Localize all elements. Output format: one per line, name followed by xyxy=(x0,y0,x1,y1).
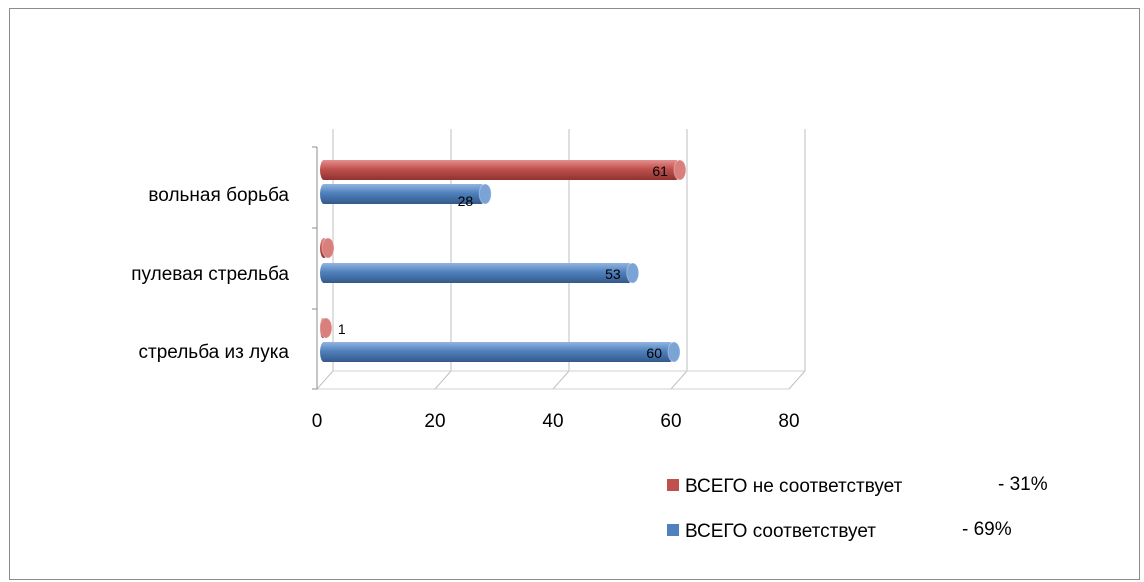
bar-end-cap xyxy=(478,183,492,205)
bar-end-cap xyxy=(321,237,335,259)
bar-end-cap xyxy=(673,159,687,181)
floor-gridline xyxy=(788,370,806,390)
bar-end-cap xyxy=(667,341,681,363)
legend-percent: - 69% xyxy=(962,519,1012,540)
data-label: 60 xyxy=(646,345,662,361)
x-tick-label: 60 xyxy=(660,411,681,432)
legend-swatch xyxy=(667,524,679,536)
axes-layer: 0 20 40 60 80 вольная борьба пулевая стрельба с… xyxy=(131,129,806,432)
bar-end-cap xyxy=(319,317,333,339)
bar xyxy=(320,263,633,283)
floor-gridline xyxy=(434,370,452,390)
data-label: 1 xyxy=(338,321,346,337)
x-tick-label: 0 xyxy=(312,411,323,432)
legend: ВСЕГО не соответствует - 31% ВСЕГО соответ… xyxy=(667,474,1048,542)
labels-layer: 61 1 28 53 60 xyxy=(338,163,668,361)
bar xyxy=(320,342,674,362)
chart-frame xyxy=(9,8,1140,580)
data-label: 28 xyxy=(458,193,474,209)
x-tick-label: 40 xyxy=(542,411,563,432)
data-label: 61 xyxy=(652,163,668,179)
bar-end-cap xyxy=(626,262,640,284)
bar xyxy=(320,160,680,180)
legend-label: ВСЕГО не соответствует xyxy=(685,476,903,497)
floor-gridline xyxy=(316,370,334,390)
x-tick-label: 80 xyxy=(778,411,799,432)
category-label: стрельба из лука xyxy=(139,342,290,363)
legend-swatch xyxy=(667,479,679,491)
category-label: пулевая стрельба xyxy=(131,264,289,285)
bars-layer xyxy=(319,159,687,363)
legend-percent: - 31% xyxy=(998,474,1048,495)
category-label: вольная борьба xyxy=(148,185,289,206)
floor-gridline xyxy=(670,370,688,390)
floor-gridline xyxy=(552,370,570,390)
bar xyxy=(320,184,486,204)
legend-label: ВСЕГО соответствует xyxy=(685,521,876,542)
data-label: 53 xyxy=(605,266,621,282)
x-tick-label: 20 xyxy=(424,411,445,432)
